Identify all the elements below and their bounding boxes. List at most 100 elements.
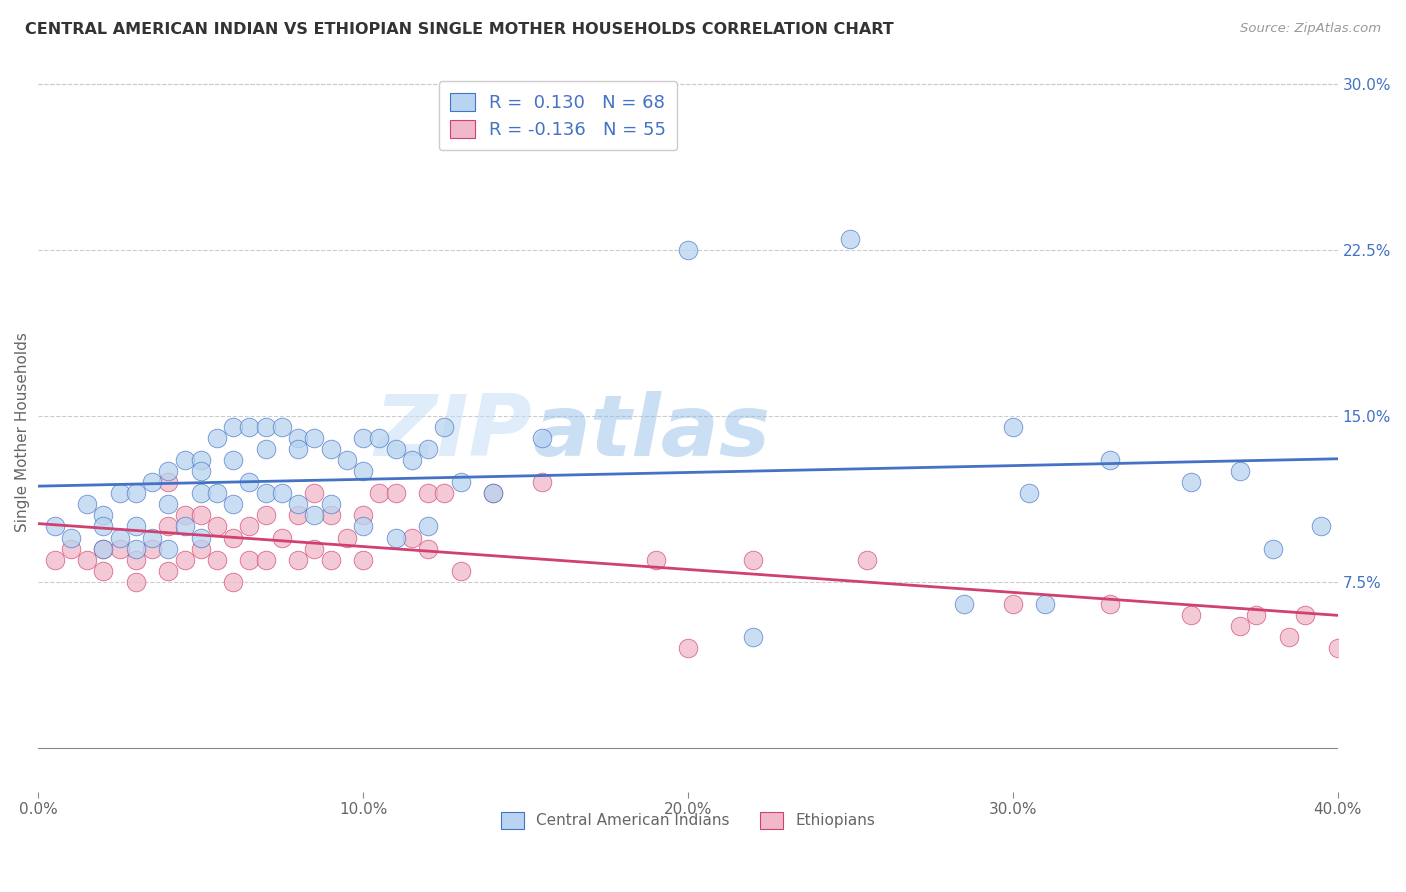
Point [205,552,228,566]
Point [271,531,294,545]
Point [416,541,439,556]
Point [44,552,66,566]
Point [433,486,456,500]
Point [287,442,309,456]
Point [352,519,374,533]
Point [1246,607,1268,622]
Point [1180,475,1202,490]
Point [141,541,163,556]
Point [254,486,277,500]
Point [953,597,976,611]
Point [1229,464,1251,478]
Point [141,531,163,545]
Point [108,486,131,500]
Point [287,497,309,511]
Point [238,552,260,566]
Point [76,497,98,511]
Text: CENTRAL AMERICAN INDIAN VS ETHIOPIAN SINGLE MOTHER HOUSEHOLDS CORRELATION CHART: CENTRAL AMERICAN INDIAN VS ETHIOPIAN SIN… [25,22,894,37]
Point [157,564,180,578]
Point [304,541,326,556]
Point [222,453,245,467]
Point [336,531,359,545]
Point [173,519,195,533]
Point [1033,597,1056,611]
Point [91,508,114,523]
Point [108,531,131,545]
Point [319,497,342,511]
Point [676,243,699,257]
Point [108,541,131,556]
Point [1001,420,1024,434]
Point [384,486,406,500]
Point [91,541,114,556]
Point [157,497,180,511]
Y-axis label: Single Mother Households: Single Mother Households [15,333,30,533]
Point [742,630,765,644]
Point [336,453,359,467]
Point [190,464,212,478]
Point [1180,607,1202,622]
Point [157,464,180,478]
Point [125,541,148,556]
Point [304,431,326,445]
Point [416,486,439,500]
Point [368,431,391,445]
Point [125,574,148,589]
Point [157,519,180,533]
Point [433,420,456,434]
Point [352,464,374,478]
Point [205,431,228,445]
Point [125,552,148,566]
Point [190,531,212,545]
Point [416,519,439,533]
Point [190,486,212,500]
Point [254,508,277,523]
Point [1310,519,1333,533]
Point [530,431,553,445]
Point [1001,597,1024,611]
Point [352,431,374,445]
Point [190,541,212,556]
Point [222,531,245,545]
Point [304,486,326,500]
Point [384,442,406,456]
Point [125,519,148,533]
Point [839,232,862,246]
Point [238,420,260,434]
Point [1229,619,1251,633]
Point [222,497,245,511]
Text: Source: ZipAtlas.com: Source: ZipAtlas.com [1240,22,1381,36]
Point [1018,486,1040,500]
Point [352,552,374,566]
Point [368,486,391,500]
Point [676,641,699,656]
Point [1099,453,1122,467]
Point [352,508,374,523]
Point [287,552,309,566]
Point [1326,641,1348,656]
Point [855,552,877,566]
Point [1261,541,1284,556]
Point [271,486,294,500]
Point [222,420,245,434]
Point [271,420,294,434]
Point [384,531,406,545]
Point [319,508,342,523]
Point [401,531,423,545]
Point [254,442,277,456]
Point [205,486,228,500]
Point [157,475,180,490]
Point [238,519,260,533]
Point [450,564,472,578]
Point [482,486,505,500]
Point [304,508,326,523]
Point [416,442,439,456]
Point [59,531,82,545]
Point [319,552,342,566]
Point [482,486,505,500]
Point [287,431,309,445]
Point [287,508,309,523]
Point [1099,597,1122,611]
Point [44,519,66,533]
Point [190,453,212,467]
